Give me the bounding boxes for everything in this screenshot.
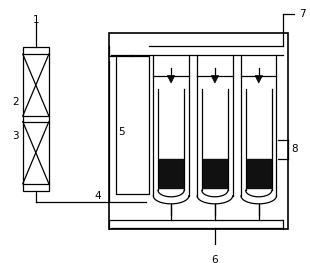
Text: 6: 6 [212,255,218,263]
Bar [116,56,149,194]
Polygon shape [167,75,175,83]
Polygon shape [203,159,227,188]
Text: 5: 5 [118,127,125,137]
Text: 2: 2 [12,97,19,107]
Text: 3: 3 [12,131,19,141]
Polygon shape [159,159,183,188]
Text: 7: 7 [299,9,305,19]
Bar [23,47,49,191]
Polygon shape [246,159,271,188]
Text: 4: 4 [95,191,101,201]
Text: 8: 8 [291,144,298,154]
Text: 1: 1 [33,15,39,25]
Polygon shape [211,75,219,83]
Polygon shape [255,75,263,83]
Bar [108,33,288,229]
